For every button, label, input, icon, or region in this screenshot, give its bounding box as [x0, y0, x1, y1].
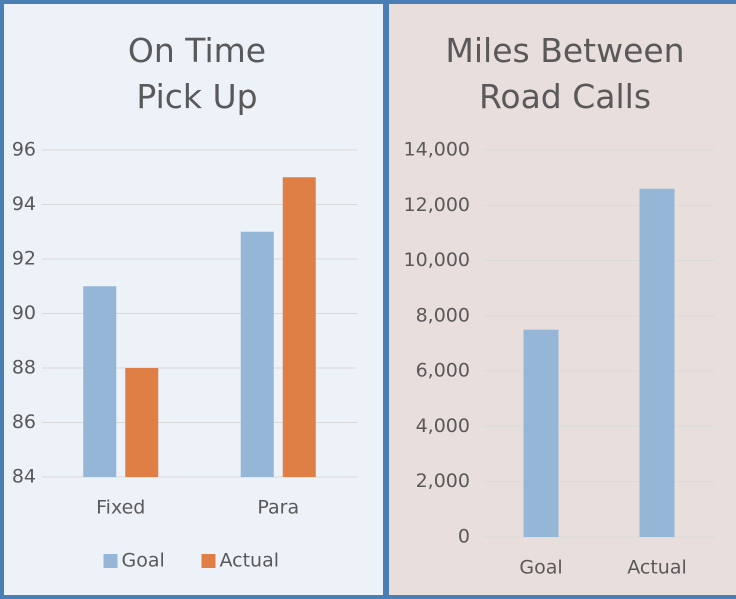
y-tick-label: 4,000 [416, 415, 470, 437]
legend-label: Actual [220, 550, 280, 572]
bar [240, 231, 274, 477]
y-tick-label: 88 [12, 357, 36, 379]
y-tick-label: 86 [12, 411, 36, 433]
chart-title: Miles Between Road Calls [445, 31, 685, 116]
y-tick-label: 94 [12, 193, 36, 215]
x-tick-label: Fixed [96, 497, 145, 519]
y-tick-label: 6,000 [416, 360, 470, 382]
bar [282, 177, 316, 477]
legend-swatch [103, 554, 118, 568]
bar [83, 286, 117, 477]
y-tick-label: 14,000 [404, 139, 470, 161]
y-tick-label: 12,000 [404, 194, 470, 216]
y-tick-label: 92 [12, 248, 36, 270]
x-tick-label: Goal [519, 557, 562, 579]
y-tick-label: 8,000 [416, 304, 470, 326]
y-tick-label: 84 [12, 466, 36, 488]
right-panel [385, 0, 736, 599]
x-tick-label: Actual [627, 557, 687, 579]
bar [125, 368, 159, 477]
bar [523, 329, 559, 537]
legend-label: Goal [122, 550, 165, 572]
bar [639, 188, 675, 537]
left-panel [0, 0, 387, 599]
y-tick-label: 0 [458, 526, 470, 548]
x-tick-label: Para [257, 497, 299, 519]
y-tick-label: 10,000 [404, 249, 470, 271]
y-tick-label: 96 [12, 139, 36, 161]
chart-title: On Time Pick Up [127, 31, 267, 116]
y-tick-label: 2,000 [416, 470, 470, 492]
legend-swatch [201, 554, 216, 568]
y-tick-label: 90 [12, 302, 36, 324]
